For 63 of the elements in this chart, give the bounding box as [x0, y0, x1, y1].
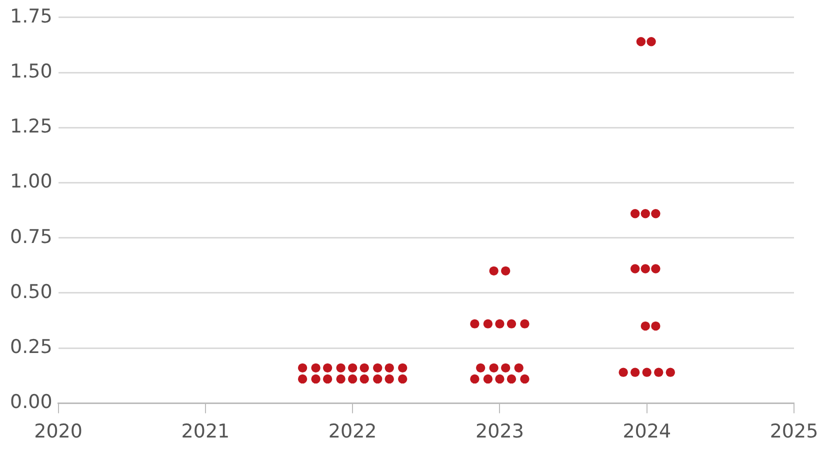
point [654, 368, 664, 377]
point [495, 374, 504, 384]
x-tick-label: 2021 [181, 420, 230, 443]
point [336, 374, 346, 384]
x-tick-label: 2024 [622, 420, 672, 443]
point [372, 374, 382, 384]
point [489, 266, 498, 276]
point [636, 37, 646, 46]
point [311, 363, 320, 373]
y-tick-label: 0.00 [10, 391, 52, 414]
point [470, 319, 480, 328]
point [640, 321, 650, 331]
point [646, 37, 656, 46]
point [618, 368, 628, 377]
point [651, 321, 660, 331]
y-tick-label: 0.75 [10, 226, 52, 248]
point [506, 374, 516, 384]
point [311, 374, 320, 384]
point [360, 374, 369, 384]
point [470, 374, 480, 384]
y-tick-label: 1.00 [10, 170, 52, 193]
point [651, 264, 660, 274]
point [630, 368, 640, 377]
y-tick-label: 1.75 [10, 5, 52, 28]
point [651, 209, 660, 218]
point [495, 319, 504, 328]
point [520, 374, 530, 384]
point [372, 363, 382, 373]
x-tick-label: 2022 [328, 420, 377, 443]
point [506, 319, 516, 328]
y-tick-label: 0.50 [10, 280, 52, 303]
point [640, 209, 650, 218]
point [642, 368, 652, 377]
point [348, 374, 358, 384]
point [501, 266, 510, 276]
y-tick-label: 0.25 [10, 336, 52, 358]
point [348, 363, 358, 373]
point [384, 374, 394, 384]
point [322, 374, 332, 384]
point [483, 374, 493, 384]
point [298, 374, 308, 384]
point [384, 363, 394, 373]
point [398, 374, 408, 384]
point [398, 363, 408, 373]
x-tick-label: 2025 [770, 420, 818, 443]
point [630, 209, 640, 218]
point [298, 363, 308, 373]
point [336, 363, 346, 373]
point [666, 368, 676, 377]
point [640, 264, 650, 274]
point [483, 319, 493, 328]
point [630, 264, 640, 274]
point [520, 319, 530, 328]
y-tick-label: 1.50 [10, 60, 52, 82]
point [322, 363, 332, 373]
x-tick-label: 2023 [476, 420, 524, 443]
point [476, 363, 486, 373]
point [514, 363, 524, 373]
y-tick-label: 1.25 [10, 116, 52, 138]
x-tick-label: 2020 [34, 420, 82, 443]
point [489, 363, 498, 373]
point [360, 363, 369, 373]
point [501, 363, 510, 373]
